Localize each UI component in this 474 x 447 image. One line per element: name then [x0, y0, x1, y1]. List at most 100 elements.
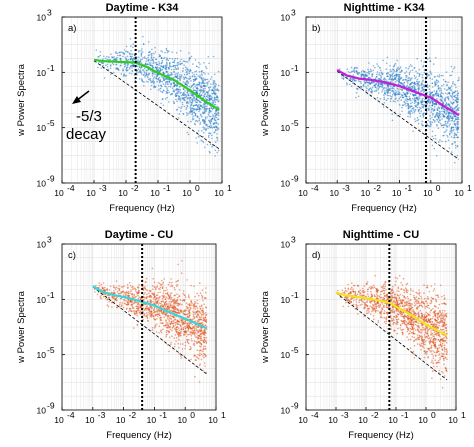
spectra-point [111, 306, 113, 308]
spectra-point [120, 58, 122, 61]
spectra-point [167, 322, 169, 325]
spectra-point [217, 112, 219, 114]
spectra-point [166, 323, 168, 326]
spectra-point [164, 324, 167, 327]
spectra-point [397, 93, 399, 96]
spectra-point [198, 311, 201, 314]
spectra-point [173, 327, 176, 330]
x-tick-exponent: -4 [67, 183, 75, 193]
spectra-point [143, 70, 145, 73]
annotation-text-line1: -5/3 [76, 108, 102, 125]
panel-4: 10 -4 10 -3 10 -2 10 -1 10 0 10 110 -910 -510 -110 3 Nig… [260, 229, 466, 441]
spectra-point [199, 354, 201, 357]
spectra-point [210, 95, 213, 98]
spectra-point [144, 308, 146, 310]
spectra-point [175, 109, 178, 111]
spectra-point [410, 288, 412, 290]
spectra-point [135, 301, 137, 304]
spectra-point [191, 118, 194, 121]
spectra-point [194, 89, 196, 92]
spectra-point [201, 116, 203, 118]
spectra-point [198, 103, 200, 106]
spectra-point [112, 71, 115, 74]
x-axis-label: Frequency (Hz) [106, 430, 171, 441]
spectra-point [416, 104, 418, 106]
spectra-point [106, 289, 109, 292]
spectra-point [194, 114, 197, 117]
spectra-point [162, 296, 165, 299]
spectra-point [174, 57, 176, 60]
spectra-point [409, 92, 412, 95]
spectra-point [159, 55, 162, 57]
spectra-point [413, 109, 415, 111]
spectra-point [452, 126, 455, 129]
spectra-point [175, 302, 178, 305]
spectra-point [383, 102, 386, 104]
spectra-point [428, 290, 431, 293]
spectra-point [98, 282, 101, 284]
spectra-point [422, 64, 425, 67]
spectra-point [178, 327, 180, 329]
spectra-point [439, 98, 442, 101]
spectra-point [173, 61, 175, 64]
spectra-point [205, 95, 208, 98]
spectra-point [363, 81, 366, 83]
spectra-point [199, 91, 202, 93]
spectra-point [201, 307, 204, 310]
spectra-point [126, 59, 129, 62]
spectra-point [103, 295, 105, 298]
spectra-point [456, 129, 459, 132]
spectra-point [133, 327, 135, 329]
spectra-point [210, 76, 213, 78]
spectra-point [193, 97, 196, 100]
spectra-point [406, 330, 409, 333]
spectra-point [199, 308, 202, 310]
spectra-point [181, 299, 184, 302]
spectra-point [350, 85, 353, 87]
spectra-point [199, 63, 201, 65]
spectra-point [176, 296, 179, 299]
spectra-point [147, 81, 149, 83]
spectra-point [417, 103, 420, 105]
spectra-point [209, 115, 212, 118]
x-tick-exponent: -3 [99, 183, 107, 193]
spectra-point [195, 325, 198, 328]
spectra-point [422, 116, 425, 118]
spectra-point [95, 49, 98, 51]
spectra-point [191, 339, 193, 342]
spectra-point [168, 297, 171, 299]
spectra-point [116, 56, 118, 59]
spectra-point [426, 284, 429, 287]
spectra-point [183, 73, 186, 76]
y-tick-label: 10 [37, 68, 47, 78]
spectra-point [191, 113, 193, 116]
spectra-point [200, 305, 203, 308]
spectra-point [419, 112, 421, 114]
spectra-point [456, 127, 459, 129]
spectra-point [118, 304, 121, 306]
spectra-point [347, 71, 350, 73]
spectra-point [442, 315, 444, 317]
spectra-point [200, 333, 203, 335]
spectra-point [200, 82, 203, 85]
spectra-point [202, 299, 204, 302]
spectra-point [439, 284, 442, 287]
spectra-point [201, 74, 203, 76]
spectra-point [346, 83, 348, 86]
spectra-point [131, 55, 133, 58]
spectra-point [367, 295, 370, 298]
spectra-point [171, 58, 174, 60]
spectra-point [102, 58, 104, 60]
spectra-point [163, 295, 166, 297]
spectra-point [453, 83, 456, 86]
spectra-point [423, 69, 426, 72]
spectra-point [215, 126, 218, 129]
spectra-point [166, 308, 169, 311]
spectra-point [420, 295, 422, 298]
spectra-point [137, 59, 139, 61]
spectra-point [172, 90, 175, 93]
spectra-point [195, 101, 197, 103]
spectra-point [187, 69, 190, 71]
spectra-point [161, 76, 163, 78]
spectra-point [443, 375, 446, 377]
